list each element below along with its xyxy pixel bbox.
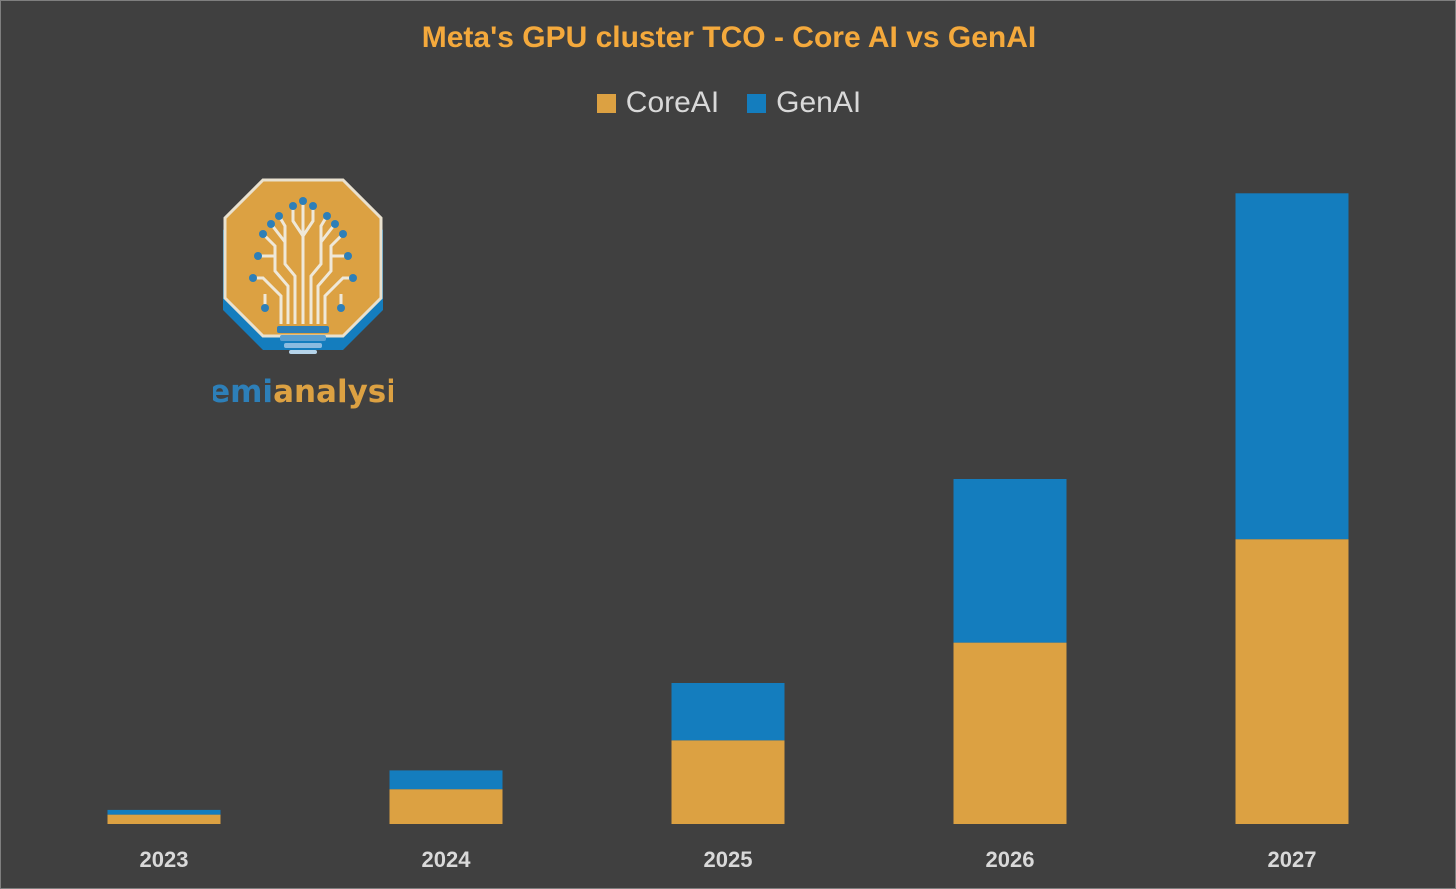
- x-tick-label-2024: 2024: [422, 847, 472, 872]
- legend-item-genai: GenAI: [747, 86, 861, 120]
- chart-title: Meta's GPU cluster TCO - Core AI vs GenA…: [421, 21, 1037, 54]
- bar-genai-2023: [107, 809, 221, 815]
- circuit-node-icons: [249, 197, 357, 312]
- logo-wordmark-analysis: analysis: [273, 374, 393, 410]
- bar-genai-2027: [1235, 193, 1349, 540]
- legend-swatch-coreai: [596, 93, 616, 113]
- x-tick-label-2026: 2026: [986, 847, 1035, 872]
- logo-wordmark-semi: semi: [213, 374, 273, 410]
- bar-genai-2025: [671, 683, 785, 741]
- x-tick-label-2023: 2023: [140, 847, 189, 872]
- legend-label-genai: GenAI: [776, 86, 862, 119]
- bar-genai-2024: [389, 770, 503, 790]
- bar-genai-2026: [953, 479, 1067, 643]
- legend-swatch-genai: [747, 93, 767, 113]
- bar-coreai-2024: [389, 789, 503, 824]
- bar-coreai-2023: [107, 814, 221, 824]
- logo-wordmark: semianalysis: [213, 374, 393, 410]
- x-tick-label-2025: 2025: [704, 847, 753, 872]
- legend: CoreAI GenAI: [1, 86, 1455, 120]
- semianalysis-logo: semianalysis: [213, 178, 393, 410]
- legend-item-coreai: CoreAI: [596, 86, 720, 120]
- x-tick-label-2027: 2027: [1268, 847, 1317, 872]
- bar-coreai-2027: [1235, 539, 1349, 824]
- legend-label-coreai: CoreAI: [625, 86, 720, 119]
- bulb-base-icon: [277, 326, 329, 354]
- bar-coreai-2025: [671, 740, 785, 824]
- bar-coreai-2026: [953, 642, 1067, 824]
